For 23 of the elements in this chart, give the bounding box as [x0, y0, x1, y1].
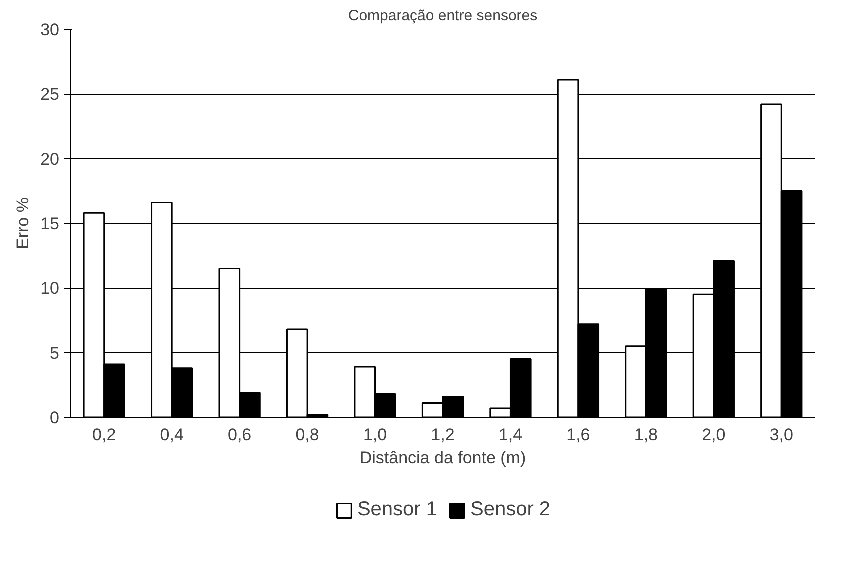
y-tick-label: 30: [40, 20, 60, 40]
x-axis-title: Distância da fonte (m): [360, 448, 526, 468]
x-tick-label: 1,0: [363, 426, 388, 444]
y-tick-label: 10: [40, 279, 60, 298]
y-tick-label: 20: [40, 150, 60, 169]
x-tick-label: 1,4: [498, 426, 523, 444]
y-tick-label: 0: [50, 408, 60, 428]
y-tick-label: 5: [50, 344, 60, 363]
x-tick-label: 0,8: [296, 426, 320, 444]
y-tick-label: 15: [40, 214, 60, 234]
x-tick-label: 0,2: [92, 426, 116, 444]
y-tick-label: 25: [40, 85, 60, 104]
x-tick-label: 0,6: [228, 426, 252, 444]
x-tick-label: 1,2: [431, 426, 455, 444]
x-tick-label: 3,0: [770, 426, 794, 444]
x-tick-label: 1,8: [634, 426, 658, 444]
x-tick-label: 0,4: [160, 426, 184, 444]
legend-label: Sensor 2: [470, 498, 551, 522]
x-tick-label: 1,6: [566, 426, 590, 444]
x-tick-label: 2,0: [702, 426, 726, 444]
legend-label: Sensor 1: [357, 498, 438, 522]
chart-title: Comparação entre sensores: [348, 8, 538, 24]
y-axis-title: Erro %: [14, 198, 33, 250]
